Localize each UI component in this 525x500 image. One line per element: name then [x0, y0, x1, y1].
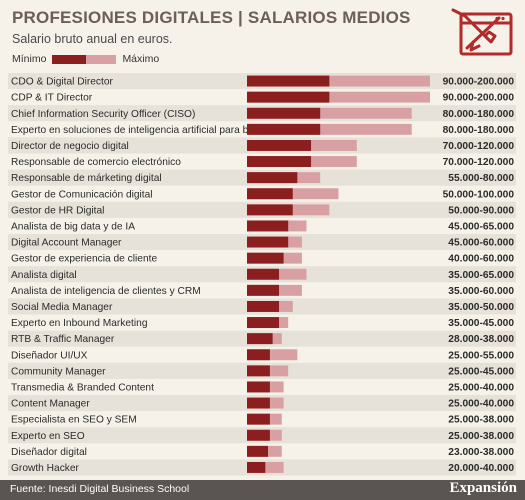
bar-min — [247, 91, 330, 103]
bar-min — [247, 445, 269, 457]
bar-min — [247, 172, 298, 184]
bar-max — [247, 107, 412, 119]
category-label: Gestor de Comunicación digital — [11, 189, 153, 200]
category-label: Social Media Manager — [11, 302, 113, 313]
value-label: 20.000-40.000 — [448, 463, 514, 474]
category-label: Transmedia & Branded Content — [11, 382, 154, 393]
bar-min — [247, 236, 289, 248]
value-label: 50.000-90.000 — [448, 205, 514, 216]
value-label: 35.000-50.000 — [448, 302, 514, 313]
legend-max-swatch — [86, 54, 117, 64]
bar-min — [247, 429, 270, 441]
bar-min — [247, 75, 330, 87]
footer: Fuente: Inesdi Digital Business School E… — [0, 480, 525, 500]
category-label: CDO & Digital Director — [11, 77, 114, 88]
brand-logo: Expansión — [449, 480, 517, 496]
category-label: Growth Hacker — [11, 463, 80, 474]
bar-max — [247, 349, 298, 361]
legend: Mínimo Máximo — [12, 53, 159, 65]
category-label: Gestor de experiencia de cliente — [11, 254, 157, 265]
source-note: Fuente: Inesdi Digital Business School — [10, 483, 190, 495]
bar-min — [247, 220, 289, 232]
category-label: Digital Account Manager — [11, 238, 122, 249]
chart-title: PROFESIONES DIGITALES | SALARIOS MEDIOS — [12, 8, 411, 27]
legend-min-label: Mínimo — [12, 53, 47, 65]
value-label: 25.000-40.000 — [448, 382, 514, 393]
bar-min — [247, 123, 321, 135]
bar-min — [247, 139, 312, 151]
value-label: 35.000-65.000 — [448, 270, 514, 281]
value-label: 80.000-180.000 — [443, 109, 515, 120]
value-label: 25.000-38.000 — [448, 431, 514, 442]
chart-area: CDO & Digital Director 90.000-200.000 CDP … — [8, 73, 516, 476]
bar-max — [247, 123, 412, 135]
bar-min — [247, 333, 273, 345]
category-label: Analista digital — [11, 270, 77, 281]
value-label: 23.000-38.000 — [448, 447, 514, 458]
value-label: 40.000-60.000 — [448, 254, 514, 265]
category-label: Chief Information Security Officer (CISO… — [11, 109, 195, 120]
value-label: 35.000-60.000 — [448, 286, 514, 297]
chart-subtitle: Salario bruto anual en euros. — [12, 32, 173, 46]
bar-min — [247, 156, 312, 168]
category-label: Diseñador UI/UX — [11, 350, 88, 361]
value-label: 45.000-65.000 — [448, 221, 514, 232]
bar-min — [247, 268, 280, 280]
value-label: 35.000-45.000 — [448, 318, 514, 329]
value-label: 25.000-38.000 — [448, 415, 514, 426]
value-label: 70.000-120.000 — [443, 141, 515, 152]
category-label: Responsable de márketing digital — [11, 173, 162, 184]
category-label: Community Manager — [11, 366, 106, 377]
value-label: 45.000-60.000 — [448, 238, 514, 249]
category-label: Diseñador digital — [11, 447, 87, 458]
bar-max — [247, 91, 430, 103]
bar-min — [247, 300, 280, 312]
value-label: 50.000-100.000 — [443, 189, 515, 200]
value-label: 25.000-55.000 — [448, 350, 514, 361]
bar-min — [247, 413, 270, 425]
bar-min — [247, 349, 270, 361]
category-label: CDP & IT Director — [11, 93, 93, 104]
category-label: Director de negocio digital — [11, 141, 129, 152]
value-label: 90.000-200.000 — [443, 77, 515, 88]
category-label: Content Manager — [11, 399, 90, 410]
category-label: RTB & Traffic Manager — [11, 334, 115, 345]
salary-range-chart: CDO & Digital Director 90.000-200.000 CDP … — [8, 73, 516, 476]
value-label: 28.000-38.000 — [448, 334, 514, 345]
legend-max-label: Máximo — [122, 53, 160, 65]
bar-min — [247, 461, 266, 473]
value-label: 90.000-200.000 — [443, 93, 515, 104]
category-label: Analista de inteligencia de clientes y C… — [11, 286, 201, 297]
category-label: Experto en SEO — [11, 431, 85, 442]
bar-min — [247, 397, 270, 409]
category-label: Experto en Inbound Marketing — [11, 318, 148, 329]
value-label: 80.000-180.000 — [443, 125, 515, 136]
category-label: Especialista en SEO y SEM — [11, 415, 137, 426]
legend-min-swatch — [52, 54, 87, 64]
bar-min — [247, 188, 293, 200]
digital-design-icon — [445, 4, 515, 60]
bar-min — [247, 365, 270, 377]
bar-min — [247, 252, 284, 264]
category-label: Experto en soluciones de inteligencia ar… — [11, 125, 262, 136]
value-label: 70.000-120.000 — [443, 157, 515, 168]
bar-max — [247, 75, 430, 87]
bar-min — [247, 204, 293, 216]
category-label: Analista de big data y de IA — [11, 221, 135, 232]
category-label: Responsable de comercio electrónico — [11, 157, 181, 168]
value-label: 25.000-45.000 — [448, 366, 514, 377]
value-label: 55.000-80.000 — [448, 173, 514, 184]
bar-min — [247, 381, 270, 393]
bar-min — [247, 107, 321, 119]
category-label: Gestor de HR Digital — [11, 205, 104, 216]
value-label: 25.000-40.000 — [448, 399, 514, 410]
bar-min — [247, 284, 280, 296]
bar-min — [247, 317, 280, 329]
